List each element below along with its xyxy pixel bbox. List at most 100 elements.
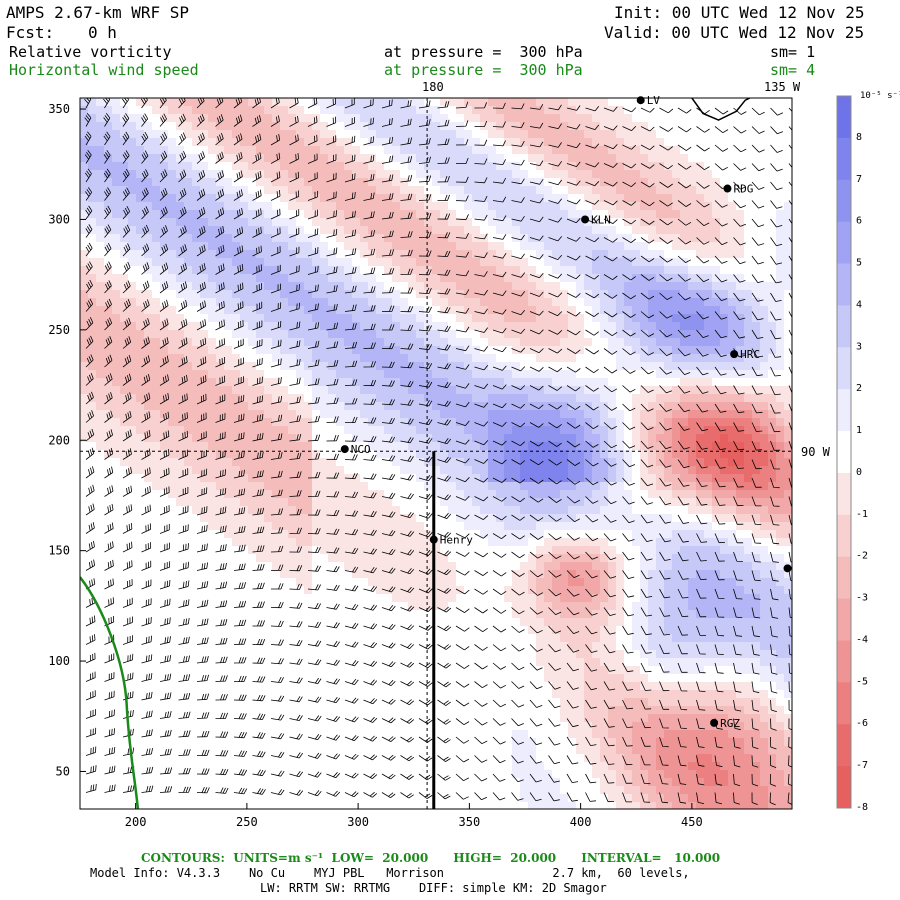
vorticity-cell (432, 162, 441, 171)
vorticity-cell (256, 762, 265, 771)
vorticity-cell (376, 490, 385, 499)
vorticity-cell (176, 258, 185, 267)
vorticity-cell (416, 778, 425, 787)
vorticity-cell (456, 506, 465, 515)
vorticity-cell (424, 306, 433, 315)
vorticity-cell (280, 450, 289, 459)
vorticity-cell (88, 322, 97, 331)
vorticity-cell (360, 322, 369, 331)
vorticity-cell (264, 410, 273, 419)
vorticity-cell (104, 642, 113, 651)
vorticity-cell (400, 418, 409, 427)
vorticity-cell (88, 330, 97, 339)
vorticity-cell (280, 690, 289, 699)
vorticity-cell (216, 690, 225, 699)
vorticity-cell (392, 674, 401, 683)
vorticity-cell (400, 626, 409, 635)
vorticity-cell (480, 250, 489, 259)
vorticity-cell (224, 154, 233, 163)
vorticity-cell (120, 194, 129, 203)
vorticity-cell (464, 130, 473, 139)
vorticity-cell (320, 714, 329, 723)
vorticity-cell (152, 698, 161, 707)
vorticity-cell (208, 786, 217, 795)
vorticity-cell (448, 218, 457, 227)
vorticity-cell (264, 298, 273, 307)
vorticity-cell (464, 554, 473, 563)
vorticity-cell (280, 682, 289, 691)
vorticity-cell (352, 306, 361, 315)
vorticity-cell (408, 458, 417, 467)
vorticity-cell (432, 330, 441, 339)
vorticity-cell (304, 258, 313, 267)
vorticity-cell (160, 314, 169, 323)
vorticity-cell (520, 762, 529, 771)
vorticity-cell (216, 162, 225, 171)
vorticity-cell (488, 586, 497, 595)
vorticity-cell (368, 98, 377, 107)
vorticity-cell (240, 762, 249, 771)
vorticity-cell (176, 514, 185, 523)
vorticity-cell (368, 506, 377, 515)
vorticity-cell (288, 626, 297, 635)
vorticity-cell (200, 682, 209, 691)
vorticity-cell (184, 546, 193, 555)
vorticity-cell (136, 762, 145, 771)
vorticity-cell (200, 258, 209, 267)
vorticity-cell (320, 762, 329, 771)
vorticity-cell (360, 218, 369, 227)
vorticity-cell (248, 434, 257, 443)
vorticity-cell (216, 698, 225, 707)
vorticity-cell (112, 338, 121, 347)
vorticity-cell (352, 770, 361, 779)
vorticity-cell (200, 626, 209, 635)
vorticity-cell (520, 226, 529, 235)
vorticity-cell (264, 330, 273, 339)
vorticity-cell (88, 490, 97, 499)
vorticity-cell (504, 266, 513, 275)
vorticity-cell (232, 730, 241, 739)
vorticity-cell (496, 642, 505, 651)
vorticity-cell (440, 234, 449, 243)
vorticity-cell (432, 770, 441, 779)
vorticity-cell (520, 578, 529, 587)
vorticity-cell (416, 210, 425, 219)
vorticity-cell (232, 442, 241, 451)
vorticity-cell (120, 178, 129, 187)
vorticity-cell (136, 314, 145, 323)
vorticity-cell (456, 730, 465, 739)
vorticity-cell (88, 794, 97, 803)
vorticity-cell (336, 114, 345, 123)
vorticity-cell (336, 314, 345, 323)
vorticity-cell (144, 234, 153, 243)
vorticity-cell (512, 674, 521, 683)
vorticity-cell (256, 522, 265, 531)
vorticity-cell (520, 146, 529, 155)
vorticity-cell (272, 298, 281, 307)
vorticity-cell (496, 386, 505, 395)
vorticity-cell (424, 522, 433, 531)
vorticity-cell (496, 778, 505, 787)
vorticity-cell (488, 474, 497, 483)
vorticity-cell (120, 346, 129, 355)
vorticity-cell (192, 570, 201, 579)
vorticity-cell (304, 370, 313, 379)
vorticity-cell (496, 106, 505, 115)
vorticity-cell (264, 210, 273, 219)
vorticity-cell (152, 722, 161, 731)
vorticity-cell (520, 586, 529, 595)
vorticity-cell (352, 466, 361, 475)
vorticity-cell (400, 218, 409, 227)
vorticity-cell (320, 138, 329, 147)
vorticity-cell (440, 802, 449, 809)
vorticity-cell (152, 410, 161, 419)
vorticity-cell (104, 218, 113, 227)
vorticity-cell (328, 114, 337, 123)
vorticity-cell (368, 498, 377, 507)
vorticity-cell (256, 250, 265, 259)
vorticity-cell (424, 466, 433, 475)
vorticity-cell (408, 442, 417, 451)
vorticity-cell (216, 186, 225, 195)
vorticity-cell (264, 458, 273, 467)
vorticity-cell (232, 178, 241, 187)
